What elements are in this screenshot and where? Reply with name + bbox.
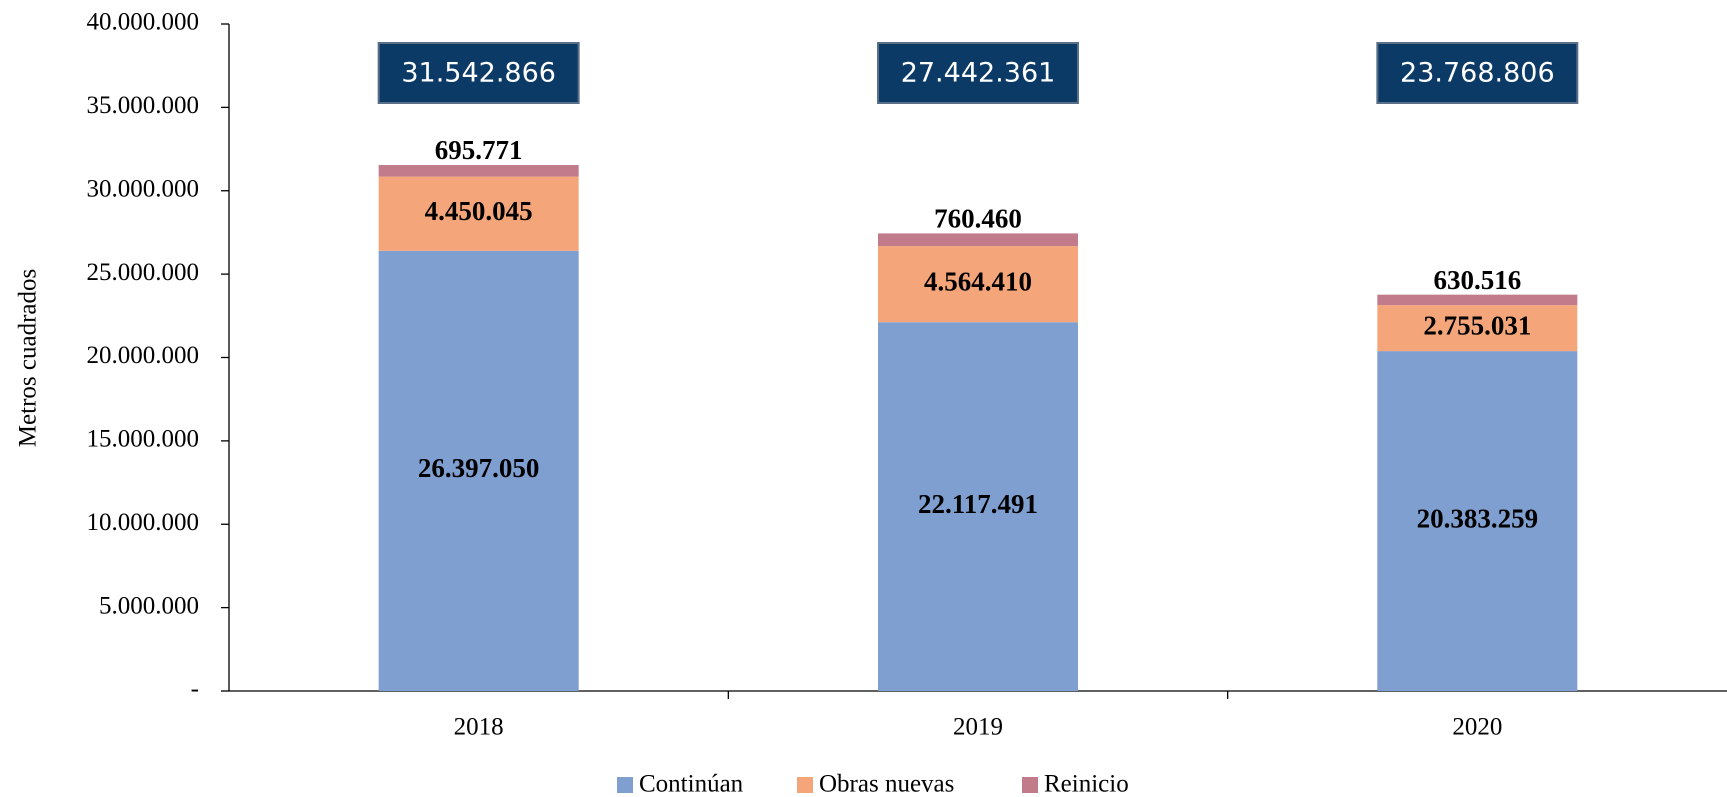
legend-swatch: [617, 777, 633, 793]
value-label: 630.516: [1433, 265, 1521, 295]
legend-swatch: [1022, 777, 1038, 793]
x-tick-label: 2020: [1452, 714, 1502, 741]
bar-segment: [878, 322, 1078, 691]
value-label: 4.450.045: [425, 196, 533, 226]
total-label: 27.442.361: [901, 58, 1056, 89]
total-box: [877, 42, 1079, 104]
y-tick-label: 5.000.000: [99, 592, 199, 619]
value-label: 4.564.410: [924, 266, 1032, 296]
bar-segment: [1377, 294, 1578, 306]
value-label: 2.755.031: [1423, 310, 1531, 340]
y-tick-label: 20.000.000: [87, 342, 200, 369]
bar-segment: [378, 165, 579, 177]
y-axis-title: Metros cuadrados: [15, 269, 42, 447]
y-tick-label: 35.000.000: [87, 92, 200, 119]
x-tick-label: 2019: [953, 714, 1003, 741]
value-label: 695.771: [435, 135, 523, 165]
total-label: 23.768.806: [1400, 58, 1555, 89]
y-tick-label: -: [191, 676, 199, 703]
legend-label: Reinicio: [1044, 771, 1129, 797]
y-tick-label: 10.000.000: [87, 509, 200, 536]
bar-segment: [378, 250, 579, 691]
value-label: 20.383.259: [1417, 503, 1539, 533]
bar-segment: [1377, 351, 1578, 691]
legend-label: Continúan: [639, 771, 744, 797]
y-tick-label: 15.000.000: [87, 426, 200, 453]
total-box: [1376, 42, 1579, 104]
y-tick-label: 25.000.000: [87, 259, 200, 286]
legend-label: Obras nuevas: [819, 771, 954, 797]
total-box: [377, 42, 580, 104]
bar-segment: [1377, 305, 1578, 352]
y-tick-label: 30.000.000: [87, 175, 200, 202]
total-label: 31.542.866: [401, 58, 556, 89]
bar-segment: [878, 246, 1078, 323]
y-tick-label: 40.000.000: [87, 9, 200, 36]
bar-segment: [378, 176, 579, 251]
legend-swatch: [797, 777, 813, 793]
value-label: 22.117.491: [918, 489, 1038, 519]
value-label: 26.397.050: [418, 453, 540, 483]
bar-segment: [878, 233, 1078, 247]
value-label: 760.460: [934, 204, 1022, 234]
x-tick-label: 2018: [454, 714, 504, 741]
